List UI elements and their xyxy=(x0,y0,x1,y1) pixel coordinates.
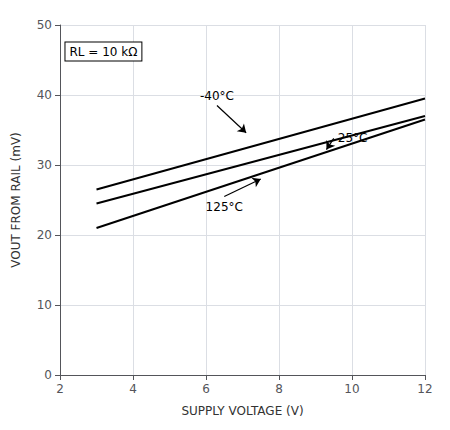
svg-text:RL = 10 kΩ: RL = 10 kΩ xyxy=(69,45,137,59)
svg-text:4: 4 xyxy=(129,382,137,396)
svg-text:-40°C: -40°C xyxy=(200,89,234,103)
svg-text:30: 30 xyxy=(37,158,52,172)
svg-text:50: 50 xyxy=(37,18,52,32)
svg-text:25°C: 25°C xyxy=(338,131,368,145)
svg-text:6: 6 xyxy=(202,382,210,396)
svg-text:8: 8 xyxy=(275,382,283,396)
svg-text:125°C: 125°C xyxy=(206,200,243,214)
svg-text:12: 12 xyxy=(417,382,432,396)
svg-text:2: 2 xyxy=(56,382,64,396)
svg-text:40: 40 xyxy=(37,88,52,102)
svg-text:SUPPLY VOLTAGE (V): SUPPLY VOLTAGE (V) xyxy=(181,404,303,418)
svg-text:10: 10 xyxy=(344,382,359,396)
svg-text:20: 20 xyxy=(37,228,52,242)
svg-text:0: 0 xyxy=(44,368,52,382)
svg-text:VOUT FROM RAIL (mV): VOUT FROM RAIL (mV) xyxy=(9,132,23,268)
svg-text:10: 10 xyxy=(37,298,52,312)
